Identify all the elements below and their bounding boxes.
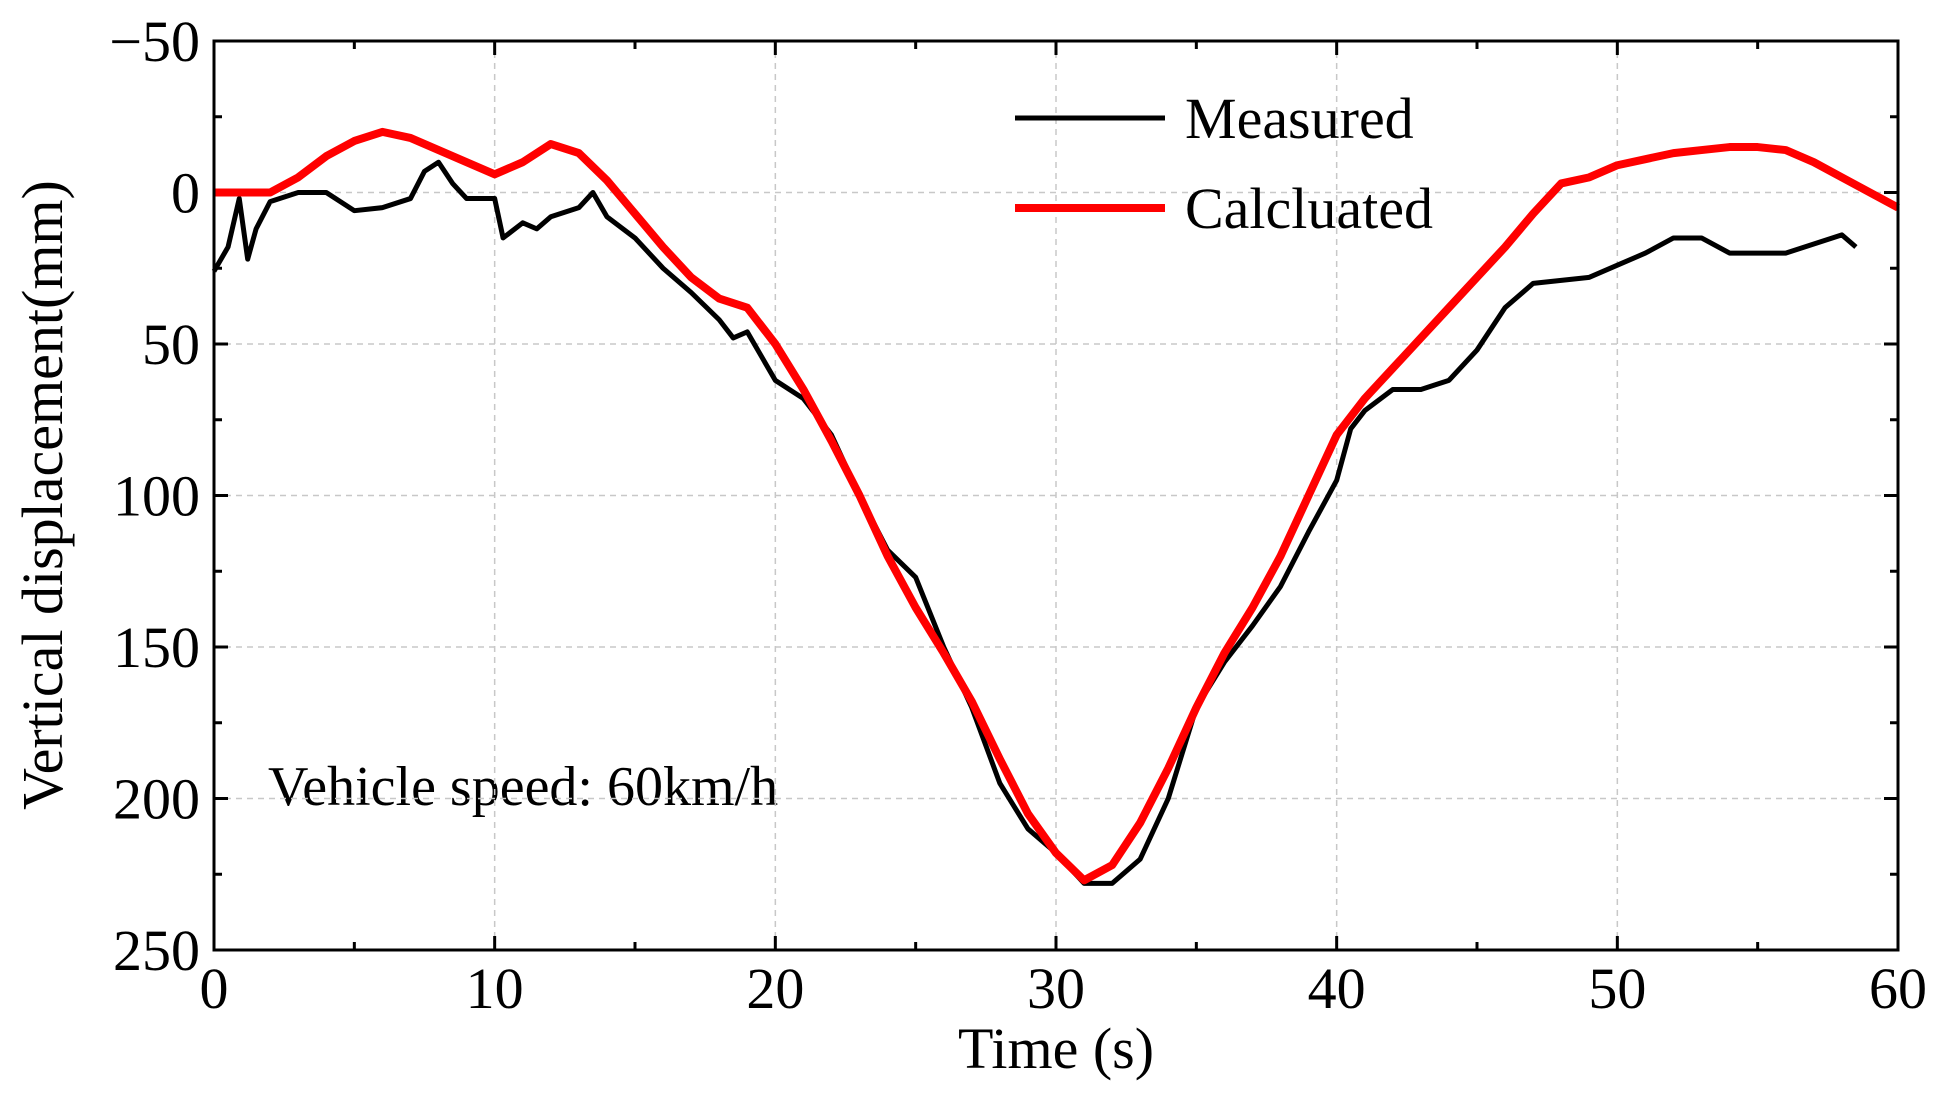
legend-label: Calcluated	[1185, 176, 1433, 241]
x-axis-label: Time (s)	[958, 1016, 1154, 1081]
y-tick-label: −50	[109, 9, 200, 74]
x-tick-label: 20	[746, 956, 804, 1021]
data-line	[214, 127, 1900, 885]
x-tick-label: 0	[200, 956, 229, 1021]
data-line	[211, 159, 1858, 886]
x-tick-label: 60	[1869, 956, 1927, 1021]
x-tick-label: 40	[1308, 956, 1366, 1021]
annotation: Vehicle speed: 60km/h	[268, 756, 778, 818]
y-tick-label: 0	[171, 161, 200, 226]
x-tick-label: 50	[1588, 956, 1646, 1021]
y-tick-label: 200	[113, 767, 200, 832]
legend-label: Measured	[1185, 86, 1414, 151]
y-axis-label: Vertical displacement(mm)	[10, 180, 75, 810]
y-tick-label: 100	[113, 464, 200, 529]
x-tick-label: 30	[1027, 956, 1085, 1021]
plot-frame	[212, 39, 1900, 952]
y-tick-label: 50	[142, 312, 200, 377]
x-tick-label: 10	[466, 956, 524, 1021]
y-tick-label: 250	[113, 918, 200, 983]
y-tick-label: 150	[113, 615, 200, 680]
